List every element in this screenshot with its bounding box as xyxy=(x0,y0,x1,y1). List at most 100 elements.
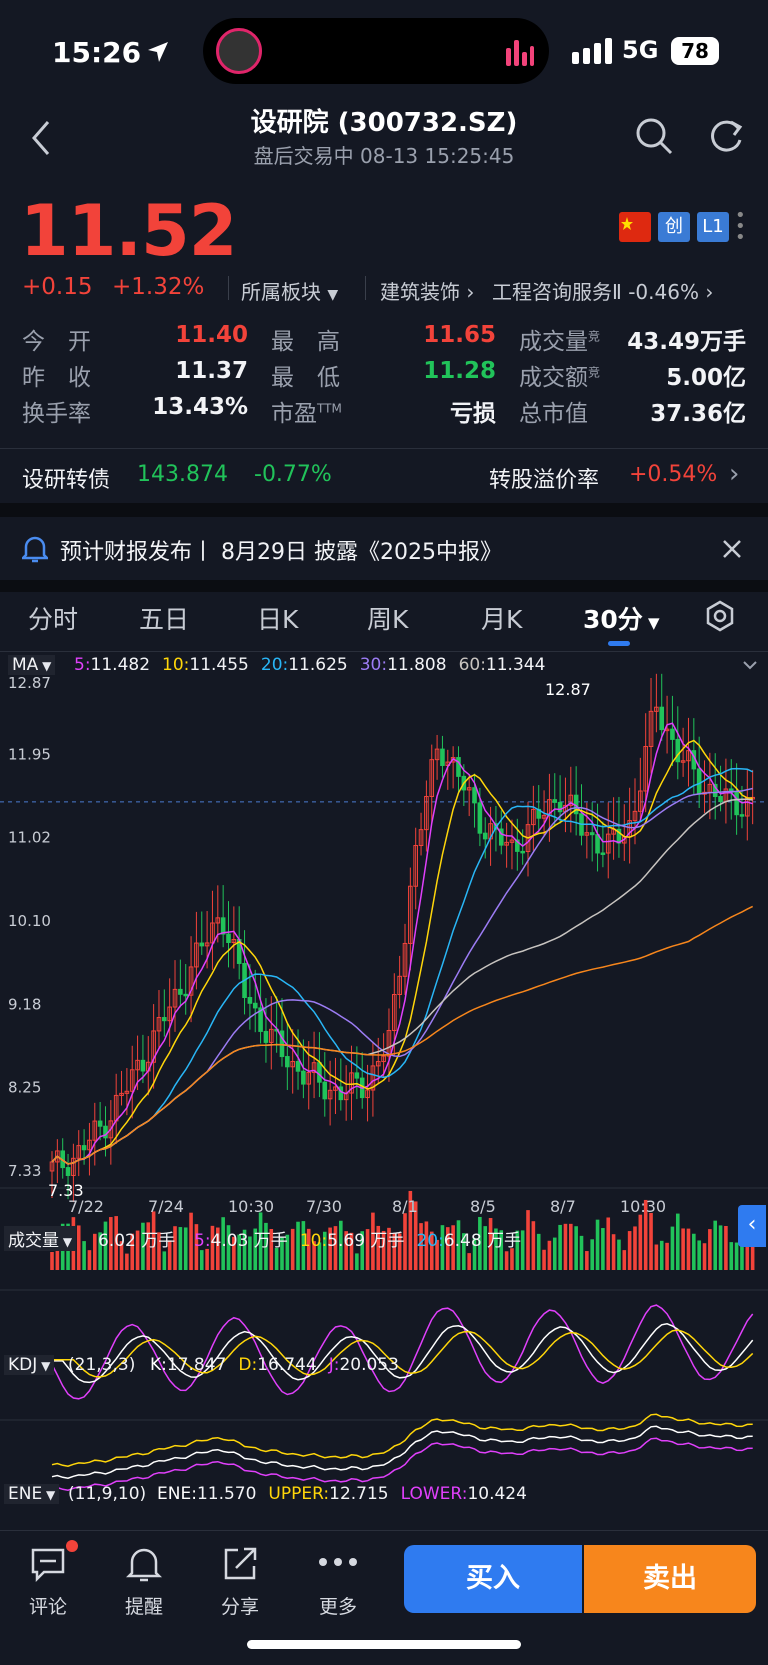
candle-body xyxy=(49,1161,55,1172)
tab-daily-k[interactable]: 日K xyxy=(257,605,299,634)
volume-bar xyxy=(574,1226,578,1270)
volume-bar xyxy=(510,1248,514,1270)
candle-body xyxy=(162,1017,167,1022)
sector-dropdown[interactable]: 所属板块 ▼ xyxy=(241,276,338,305)
share-label[interactable]: 分享 xyxy=(220,1596,259,1618)
volume-bar xyxy=(419,1223,423,1270)
tab-weekly-k[interactable]: 周K xyxy=(367,605,409,634)
volume-bar xyxy=(376,1225,381,1270)
more-label[interactable]: 更多 xyxy=(318,1596,357,1618)
volume-bar xyxy=(429,1231,434,1270)
volume-bar xyxy=(665,1242,669,1270)
ene-label: ENE xyxy=(8,1484,43,1504)
volume-dropdown[interactable]: 成交量 ▼ xyxy=(4,1226,77,1251)
candle-body xyxy=(520,850,525,854)
candle-body xyxy=(670,728,675,740)
volume-bar xyxy=(248,1236,252,1270)
volume-bar xyxy=(622,1250,627,1270)
sector-name: 建筑装饰 xyxy=(380,280,460,304)
tab-monthly-k[interactable]: 月K xyxy=(481,605,523,634)
candle-body xyxy=(686,750,691,762)
candle-body xyxy=(434,748,440,761)
candle-body xyxy=(589,832,595,836)
volume-bar xyxy=(221,1217,225,1270)
ma-dropdown[interactable]: MA ▼ xyxy=(8,655,56,675)
chevron-right-icon: › xyxy=(705,280,714,304)
legend-value: 4.03 万手 xyxy=(210,1231,288,1251)
candle-body xyxy=(648,710,654,747)
volume-bar xyxy=(114,1216,118,1270)
level1-badge[interactable]: L1 xyxy=(697,212,729,242)
candle-body xyxy=(392,993,397,1032)
volume-bar xyxy=(194,1224,199,1270)
search-icon[interactable] xyxy=(634,116,674,156)
bell-icon[interactable] xyxy=(126,1546,162,1582)
divider xyxy=(0,651,768,652)
legend-value: 6.48 万手 xyxy=(443,1231,522,1251)
volume-bar xyxy=(135,1230,140,1270)
chevron-down-icon[interactable] xyxy=(742,659,758,671)
candle-body xyxy=(285,1056,290,1068)
more-horizontal-icon[interactable] xyxy=(318,1555,358,1569)
volume-bar xyxy=(595,1219,600,1270)
volume-bar xyxy=(558,1224,562,1270)
ene-dropdown[interactable]: ENE ▼ xyxy=(4,1484,60,1504)
candle-body xyxy=(675,738,681,763)
legend-value: 20.053 xyxy=(339,1355,399,1375)
volume-bar xyxy=(649,1212,653,1270)
sell-button[interactable]: 卖出 xyxy=(584,1545,756,1613)
volume-bar xyxy=(403,1213,407,1270)
candle-body xyxy=(370,1065,376,1091)
legend-value: 11.808 xyxy=(387,655,447,675)
alert-label[interactable]: 提醒 xyxy=(124,1596,163,1618)
candle-body xyxy=(290,1060,295,1068)
more-vertical-icon[interactable]: • • • xyxy=(735,205,746,248)
last-price: 11.52 xyxy=(20,190,237,272)
kdj-dropdown[interactable]: KDJ ▼ xyxy=(4,1355,55,1375)
ma-line xyxy=(51,905,754,1165)
candle-body xyxy=(301,1070,306,1085)
volume-bar xyxy=(713,1220,718,1270)
convertible-bond-row[interactable]: 设研转债 143.874 -0.77% 转股溢价率 +0.54% › xyxy=(0,448,768,503)
tab-five-day[interactable]: 五日 xyxy=(139,605,190,634)
stat-label: 市盈TTM xyxy=(271,394,342,428)
volume-bar xyxy=(659,1240,664,1270)
date-axis-label: 7/24 xyxy=(148,1197,184,1216)
volume-bar xyxy=(494,1228,498,1270)
island-app-icon xyxy=(216,28,262,74)
tab-30min[interactable]: 30分 ▼ xyxy=(583,600,660,636)
kdj-line xyxy=(51,1304,754,1400)
candle-body xyxy=(734,792,739,816)
legend-key: 10: xyxy=(299,1231,328,1251)
legend-key: ENE: xyxy=(157,1484,197,1504)
side-panel-toggle[interactable]: ‹ xyxy=(738,1205,766,1247)
volume-bar xyxy=(611,1234,616,1270)
volume-bar xyxy=(210,1225,215,1270)
comment-label[interactable]: 评论 xyxy=(28,1596,67,1618)
tab-intraday[interactable]: 分时 xyxy=(28,605,79,634)
legend-value: 11.625 xyxy=(288,655,348,675)
candle-body xyxy=(397,975,402,995)
home-indicator xyxy=(247,1640,521,1649)
legend-key: 10: xyxy=(162,655,190,675)
back-icon[interactable] xyxy=(26,118,56,158)
volume-bar xyxy=(692,1233,696,1270)
refresh-icon[interactable] xyxy=(706,116,746,156)
volume-bar xyxy=(526,1210,530,1270)
legend-value: 10.424 xyxy=(467,1484,527,1504)
date-axis-label: 8/5 xyxy=(470,1197,496,1216)
sector-link-2[interactable]: 工程咨询服务Ⅱ -0.46% › xyxy=(492,276,713,305)
share-icon[interactable] xyxy=(222,1546,258,1582)
legend-key: LOWER: xyxy=(400,1484,468,1504)
comment-icon[interactable] xyxy=(30,1546,66,1582)
close-icon[interactable] xyxy=(722,539,742,559)
candle-body xyxy=(632,810,638,822)
buy-button[interactable]: 买入 xyxy=(404,1545,582,1613)
earnings-notice[interactable]: 预计财报发布丨 8月29日 披露《2025中报》 xyxy=(0,517,768,580)
legend-value: 5.69 万手 xyxy=(327,1231,405,1251)
candle-body xyxy=(498,828,504,846)
candle-body xyxy=(306,1071,312,1085)
sector-link-1[interactable]: 建筑装饰 › xyxy=(380,276,474,305)
chart-settings-icon[interactable] xyxy=(704,600,736,632)
